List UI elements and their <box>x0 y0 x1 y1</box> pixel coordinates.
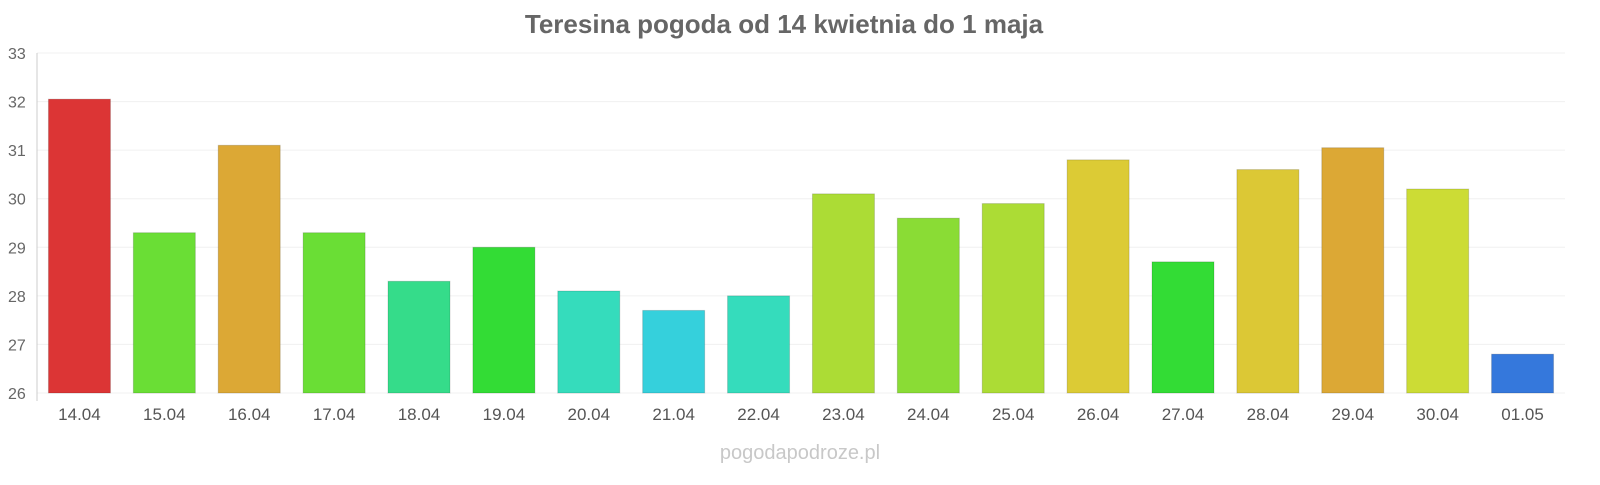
y-tick-label: 27 <box>8 337 26 354</box>
x-tick-label: 29.04 <box>1332 405 1375 424</box>
y-tick-label: 31 <box>8 143 26 160</box>
bar-25.04[interactable] <box>981 203 1045 394</box>
x-tick-label: 17.04 <box>313 405 356 424</box>
chart-title: Teresina pogoda od 14 kwietnia do 1 maja <box>525 9 1044 39</box>
y-tick-label: 29 <box>8 240 26 257</box>
y-tick-label: 28 <box>8 289 26 306</box>
y-tick-label: 26 <box>8 386 26 403</box>
watermark: pogodapodroze.pl <box>720 442 880 464</box>
bar-27.04[interactable] <box>1151 261 1215 394</box>
x-tick-label: 30.04 <box>1416 405 1459 424</box>
x-tick-label: 20.04 <box>568 405 611 424</box>
x-tick-label: 22.04 <box>737 405 780 424</box>
x-tick-label: 01.05 <box>1501 405 1544 424</box>
bar-19.04[interactable] <box>472 246 536 394</box>
x-tick-label: 23.04 <box>822 405 865 424</box>
gridlines <box>37 52 1565 394</box>
x-tick-label: 14.04 <box>58 405 101 424</box>
x-tick-label: 18.04 <box>398 405 441 424</box>
x-tick-label: 27.04 <box>1162 405 1205 424</box>
x-tick-label: 16.04 <box>228 405 271 424</box>
y-axis: 26 27 28 29 30 31 32 33 <box>8 46 38 403</box>
x-tick-label: 15.04 <box>143 405 186 424</box>
y-tick-label: 30 <box>8 192 26 209</box>
bars <box>47 98 1555 394</box>
bar-23.04[interactable] <box>811 193 875 394</box>
bar-26.04[interactable] <box>1066 159 1130 394</box>
x-tick-label: 26.04 <box>1077 405 1120 424</box>
bar-21.04[interactable] <box>642 309 706 394</box>
bar-22.04[interactable] <box>727 295 791 394</box>
x-tick-label: 21.04 <box>652 405 695 424</box>
bar-16.04[interactable] <box>217 144 281 394</box>
bar-15.04[interactable] <box>132 232 196 394</box>
bar-17.04[interactable] <box>302 232 366 394</box>
y-tick-label: 33 <box>8 46 26 63</box>
x-tick-label: 24.04 <box>907 405 950 424</box>
x-tick-label: 19.04 <box>483 405 526 424</box>
bar-28.04[interactable] <box>1236 169 1300 394</box>
x-axis: 14.04 15.04 16.04 17.04 18.04 19.04 20.04 21.04… <box>58 405 1544 424</box>
bar-01.05[interactable] <box>1491 353 1555 394</box>
bar-24.04[interactable] <box>896 217 960 394</box>
bar-20.04[interactable] <box>557 290 621 394</box>
y-tick-label: 32 <box>8 95 26 112</box>
bar-18.04[interactable] <box>387 280 451 394</box>
bar-30.04[interactable] <box>1406 188 1470 394</box>
bar-14.04[interactable] <box>47 98 111 394</box>
x-tick-label: 28.04 <box>1247 405 1290 424</box>
bar-29.04[interactable] <box>1321 147 1385 394</box>
x-tick-label: 25.04 <box>992 405 1035 424</box>
